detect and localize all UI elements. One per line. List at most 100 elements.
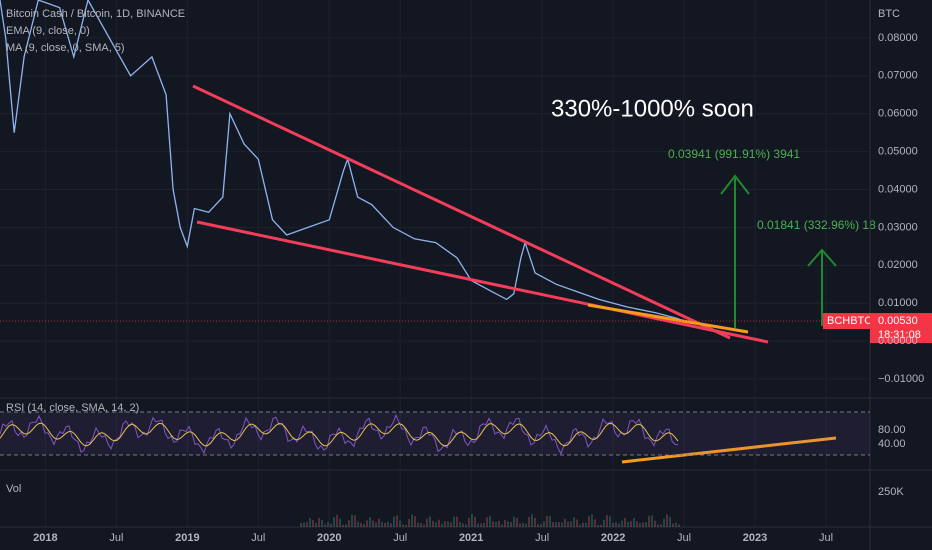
volume-bar [342, 524, 344, 527]
volume-bar [639, 523, 641, 527]
volume-bar [549, 516, 551, 527]
volume-bar [456, 516, 458, 527]
volume-bar [618, 523, 620, 527]
volume-bar [426, 518, 428, 527]
volume-bar [675, 522, 677, 527]
volume-bar [678, 524, 680, 527]
volume-bar [312, 520, 314, 527]
volume-bar [381, 521, 383, 527]
volume-bar [654, 520, 656, 527]
x-tick-label: 2022 [601, 532, 625, 544]
arrow-head [720, 174, 750, 195]
rsi-tick: 80.00 [878, 424, 906, 436]
volume-bar [447, 521, 449, 527]
volume-bar [555, 522, 557, 527]
volume-bar [375, 522, 377, 527]
volume-bar [465, 524, 467, 527]
volume-bar [417, 522, 419, 527]
volume-bar [405, 524, 407, 527]
x-tick-label: Jul [393, 532, 407, 544]
x-tick-label: 2019 [175, 532, 199, 544]
volume-bar [411, 514, 413, 527]
y-tick-label: 0.06000 [878, 108, 918, 120]
volume-bar [534, 517, 536, 527]
volume-bar [390, 523, 392, 527]
volume-bar [498, 520, 500, 527]
volume-bar [501, 524, 503, 527]
volume-bar [462, 523, 464, 527]
arrow-head [807, 248, 837, 267]
volume-bar [387, 521, 389, 527]
volume-bar [519, 523, 521, 527]
rsi-line [0, 413, 679, 455]
y-tick-label: −0.01000 [878, 373, 924, 385]
y-tick-label: 0.02000 [878, 259, 918, 271]
volume-bar [552, 522, 554, 527]
volume-bar [474, 516, 476, 527]
volume-bar [435, 522, 437, 527]
volume-bar [627, 521, 629, 527]
volume-bar [573, 517, 575, 527]
volume-bar [324, 524, 326, 527]
volume-bar [480, 523, 482, 527]
x-tick-label: 2020 [317, 532, 341, 544]
volume-bar [336, 514, 338, 527]
volume-bar [315, 522, 317, 527]
volume-bar [360, 523, 362, 527]
volume-bar [504, 519, 506, 527]
price-pane [0, 0, 685, 322]
y-tick-label: 0.04000 [878, 183, 918, 195]
y-axis-label: BTC [878, 8, 900, 20]
volume-bar [630, 521, 632, 527]
y-tick-label: 0.00000 [878, 335, 918, 347]
x-tick-label: 2023 [743, 532, 767, 544]
volume-bar [642, 522, 644, 527]
volume-tick: 250K [878, 486, 904, 498]
symbol-box [823, 313, 870, 330]
volume-bar [408, 519, 410, 527]
volume-bar [420, 523, 422, 527]
volume-bar [507, 521, 509, 527]
trendline [196, 220, 769, 344]
x-tick-label: Jul [819, 532, 833, 544]
volume-bar [582, 522, 584, 527]
volume-bar [489, 516, 491, 527]
volume-bar [540, 524, 542, 527]
volume-bar [450, 522, 452, 527]
chart-title: Bitcoin Cash / Bitcoin, 1D, BINANCE [6, 8, 185, 20]
volume-bar [666, 514, 668, 527]
volume-bar [621, 520, 623, 527]
volume-bar [528, 516, 530, 527]
volume-bar [348, 520, 350, 527]
volume-bar [513, 516, 515, 527]
volume-bar [567, 521, 569, 527]
volume-bar [393, 516, 395, 527]
volume-bar [633, 517, 635, 527]
annotation: 330%-1000% soon [551, 95, 754, 122]
symbol-label: BCHBTC [827, 315, 872, 327]
volume-bar [321, 519, 323, 527]
volume-bar [561, 522, 563, 527]
volume-bar [423, 524, 425, 527]
volume-bar [399, 520, 401, 527]
price-box [870, 313, 932, 344]
y-tick-label: 0.05000 [878, 146, 918, 158]
volume-bar [327, 521, 329, 527]
volume-bar [468, 517, 470, 527]
volume-bar [300, 523, 302, 527]
volume-bar [351, 514, 353, 527]
volume-bar [384, 522, 386, 527]
volume-bar [579, 524, 581, 527]
volume-bar [594, 519, 596, 527]
volume-bar [672, 523, 674, 527]
trendline [587, 303, 749, 334]
volume-bar [333, 517, 335, 527]
volume-bar [357, 521, 359, 527]
volume-bar [372, 520, 374, 527]
volume-bar [330, 523, 332, 527]
volume-bar [429, 516, 431, 527]
volume-bar [648, 515, 650, 527]
volume-bar [477, 523, 479, 527]
